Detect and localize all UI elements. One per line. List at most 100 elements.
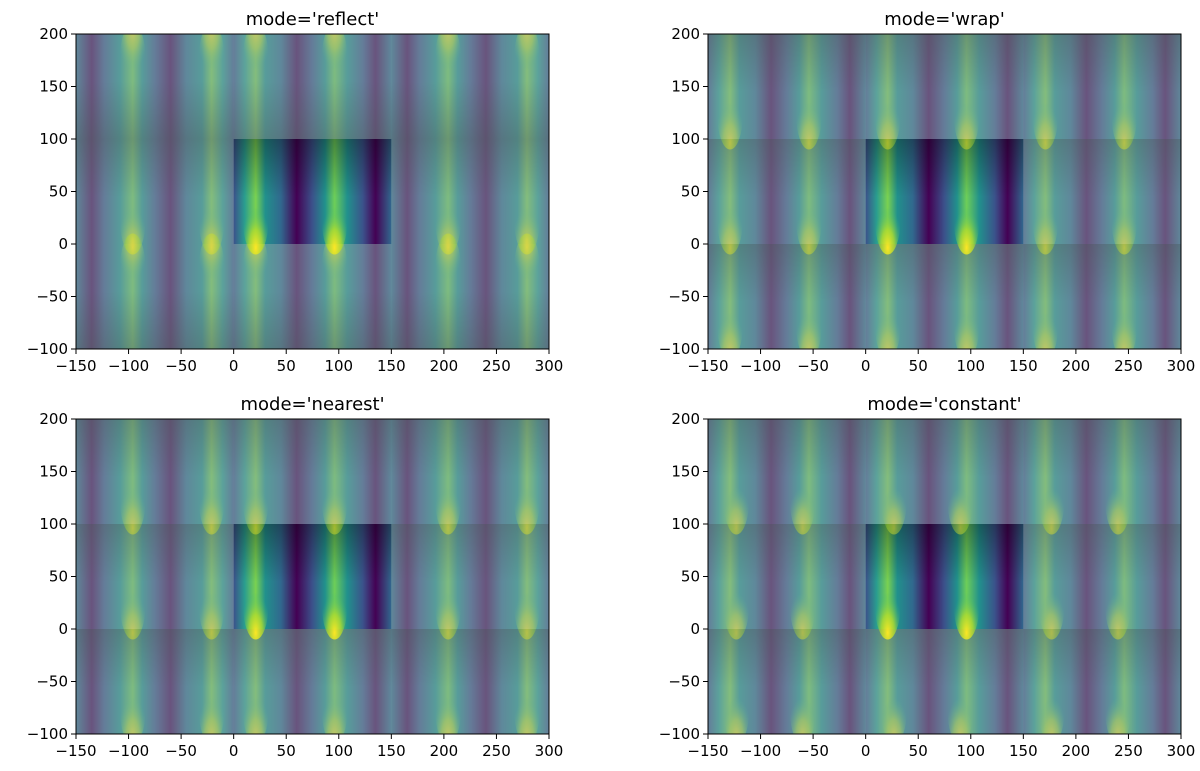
y-tick-label: 0 — [690, 235, 700, 253]
x-tick-label: 250 — [1114, 357, 1143, 375]
panel-title: mode='constant' — [867, 394, 1021, 415]
x-tick-label: 100 — [324, 357, 353, 375]
y-tick-label: 150 — [39, 78, 68, 96]
padded-tile — [233, 233, 392, 349]
panel-wrap: −150 −100 −50 0 50 100 150 200 250 300−100−500501… — [659, 9, 1196, 375]
original-image — [233, 524, 392, 640]
x-tick-label: 300 — [535, 742, 564, 760]
padded-tile — [1023, 139, 1181, 255]
padded-tile — [391, 629, 549, 734]
y-tick-label: 50 — [681, 183, 700, 201]
padded-tile — [391, 419, 549, 535]
y-tick-label: 100 — [671, 130, 700, 148]
x-tick-label: 300 — [1167, 357, 1196, 375]
plot-area — [708, 34, 1181, 349]
y-tick-label: −100 — [27, 725, 68, 743]
x-tick-label: 200 — [1062, 357, 1091, 375]
x-tick-label: 300 — [535, 357, 564, 375]
padded-tile — [708, 34, 866, 150]
x-tick-label: 50 — [909, 357, 928, 375]
padded-tile — [391, 524, 549, 640]
y-tick-label: 200 — [671, 410, 700, 428]
x-tick-label: 150 — [1009, 357, 1038, 375]
x-tick-label: 100 — [956, 742, 985, 760]
x-tick-label: −50 — [797, 357, 829, 375]
x-tick-label: −100 — [740, 742, 781, 760]
x-tick-label: 150 — [377, 357, 406, 375]
padded-tile — [708, 629, 866, 734]
x-tick-label: 200 — [430, 357, 459, 375]
x-tick-label: 100 — [324, 742, 353, 760]
x-tick-label: 0 — [861, 742, 871, 760]
y-tick-label: 50 — [49, 183, 68, 201]
panel-constant: −150 −100 −50 0 50 100 150 200 250 300−100−500501… — [659, 394, 1196, 760]
padded-tile — [708, 524, 866, 640]
original-image — [865, 524, 1024, 640]
y-tick-label: 150 — [671, 463, 700, 481]
x-tick-label: 50 — [277, 357, 296, 375]
x-tick-label: −50 — [165, 742, 197, 760]
y-tick-label: 150 — [671, 78, 700, 96]
y-tick-label: 0 — [58, 235, 68, 253]
y-tick-label: 50 — [681, 568, 700, 586]
x-tick-label: 0 — [229, 742, 239, 760]
y-tick-label: −100 — [659, 725, 700, 743]
panel-nearest: −150 −100 −50 0 50 100 150 200 250 300−100−500501… — [27, 394, 564, 760]
padded-tile — [233, 419, 392, 535]
x-tick-label: −100 — [740, 357, 781, 375]
y-tick-label: 200 — [39, 25, 68, 43]
padded-tile — [1023, 524, 1181, 640]
x-tick-label: 150 — [1009, 742, 1038, 760]
x-tick-label: −50 — [165, 357, 197, 375]
y-tick-label: 100 — [671, 515, 700, 533]
padded-tile — [1023, 244, 1181, 349]
padded-tile — [233, 34, 392, 139]
padded-tile — [708, 419, 866, 535]
x-tick-label: 0 — [861, 357, 871, 375]
panel-reflect: −150 −100 −50 0 50 100 150 200 250 300−100−500501… — [27, 9, 564, 375]
y-tick-label: 0 — [690, 620, 700, 638]
y-tick-label: 0 — [58, 620, 68, 638]
x-tick-label: 50 — [277, 742, 296, 760]
x-tick-label: −150 — [55, 357, 96, 375]
padded-tile — [76, 629, 234, 734]
padded-tile — [865, 419, 1024, 535]
padded-tile — [865, 244, 1024, 349]
y-tick-label: −50 — [36, 673, 68, 691]
x-tick-label: 0 — [229, 357, 239, 375]
padded-tile — [708, 139, 866, 255]
plot-area — [708, 419, 1181, 734]
padded-tile — [233, 629, 392, 734]
padded-tile — [865, 34, 1024, 150]
x-tick-label: 250 — [482, 742, 511, 760]
padded-tile — [1023, 34, 1181, 150]
y-tick-label: 100 — [39, 515, 68, 533]
panel-title: mode='wrap' — [884, 9, 1005, 30]
x-tick-label: 200 — [430, 742, 459, 760]
x-tick-label: −150 — [687, 357, 728, 375]
padded-tile — [76, 34, 234, 139]
padded-tile — [1023, 629, 1181, 734]
x-tick-label: −100 — [108, 742, 149, 760]
y-tick-label: −100 — [27, 340, 68, 358]
padded-tile — [76, 524, 234, 640]
panel-title: mode='nearest' — [240, 394, 384, 415]
y-tick-label: 150 — [39, 463, 68, 481]
padded-tile — [76, 419, 234, 535]
padded-tile — [391, 233, 549, 349]
plot-area — [76, 419, 549, 734]
x-tick-label: −50 — [797, 742, 829, 760]
padded-tile — [76, 233, 234, 349]
padded-tile — [391, 139, 549, 255]
x-tick-label: −150 — [687, 742, 728, 760]
x-tick-label: 100 — [956, 357, 985, 375]
padded-tile — [391, 34, 549, 139]
padded-tile — [76, 139, 234, 255]
x-tick-label: 50 — [909, 742, 928, 760]
y-tick-label: 100 — [39, 130, 68, 148]
padded-tile — [865, 629, 1024, 734]
y-tick-label: 50 — [49, 568, 68, 586]
original-image — [865, 139, 1024, 255]
x-tick-label: −150 — [55, 742, 96, 760]
